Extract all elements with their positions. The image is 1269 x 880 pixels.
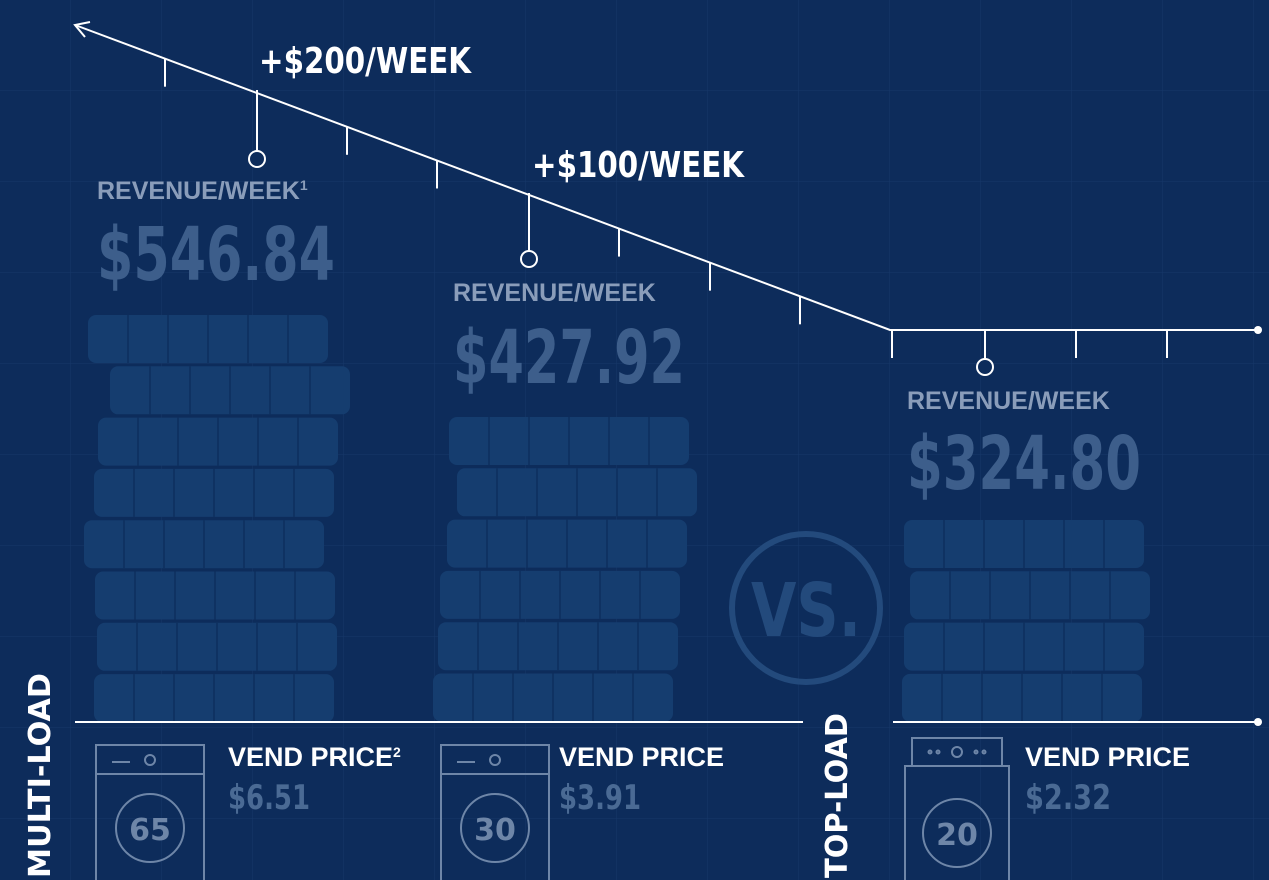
line-dot: [1254, 718, 1262, 726]
vend-price: $3.91: [559, 778, 641, 818]
revenue: $427.92: [453, 315, 685, 401]
footnote: 1: [300, 177, 308, 193]
revenue: $324.80: [907, 421, 1141, 507]
vend-price: $6.51: [228, 778, 310, 818]
vend-price: $2.32: [1025, 778, 1111, 818]
capacity: 20: [936, 818, 978, 853]
label: REVENUE/WEEK: [97, 177, 300, 205]
vend-label: VEND PRICE: [559, 742, 724, 772]
label: VEND PRICE: [228, 742, 393, 772]
revenue-label: REVENUE/WEEK1: [97, 177, 308, 205]
vend-label: VEND PRICE2: [228, 742, 401, 772]
revenue-label: REVENUE/WEEK: [453, 279, 656, 307]
footnote: 2: [393, 744, 401, 760]
capacity: 30: [474, 813, 516, 848]
vs-text: VS.: [751, 568, 861, 654]
vend-label: VEND PRICE: [1025, 742, 1190, 772]
revenue-label: REVENUE/WEEK: [907, 387, 1110, 415]
infographic: VS. +$200/WEEK +$100/WEEK REVENUE/WEEK1 …: [0, 0, 1269, 880]
line-dot: [1254, 326, 1262, 334]
group-label: MULTI-LOAD: [23, 673, 58, 878]
annotation: +$100/WEEK: [532, 145, 745, 186]
annotation: +$200/WEEK: [259, 41, 472, 82]
revenue: $546.84: [97, 212, 335, 298]
capacity: 65: [129, 813, 171, 848]
group-label: TOP-LOAD: [820, 713, 855, 878]
